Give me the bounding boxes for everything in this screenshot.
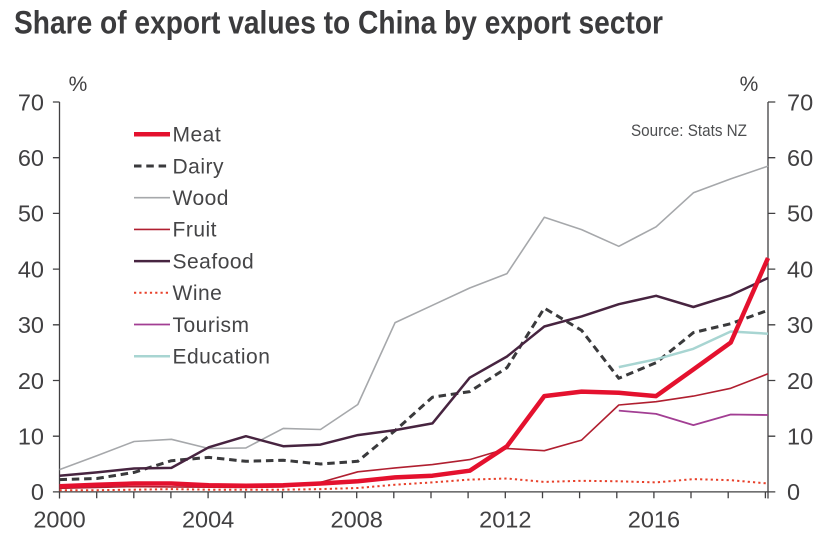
svg-text:2016: 2016: [628, 507, 680, 533]
svg-text:0: 0: [787, 479, 800, 505]
svg-text:Share of export values to Chin: Share of export values to China by expor…: [14, 5, 663, 41]
svg-text:70: 70: [787, 89, 813, 115]
svg-text:10: 10: [18, 424, 44, 450]
svg-text:Meat: Meat: [173, 124, 222, 147]
svg-text:Education: Education: [173, 346, 271, 369]
svg-text:40: 40: [787, 256, 813, 282]
svg-text:50: 50: [787, 201, 813, 227]
svg-text:2012: 2012: [479, 507, 531, 533]
svg-text:2000: 2000: [33, 507, 85, 533]
svg-text:%: %: [740, 73, 759, 96]
svg-text:60: 60: [787, 145, 813, 171]
svg-text:2004: 2004: [182, 507, 234, 533]
svg-text:70: 70: [18, 89, 44, 115]
svg-text:Seafood: Seafood: [173, 250, 255, 273]
svg-text:0: 0: [31, 479, 44, 505]
svg-text:Dairy: Dairy: [173, 155, 225, 178]
svg-text:Fruit: Fruit: [173, 219, 218, 242]
svg-text:50: 50: [18, 201, 44, 227]
svg-text:30: 30: [787, 312, 813, 338]
svg-text:30: 30: [18, 312, 44, 338]
svg-text:10: 10: [787, 424, 813, 450]
svg-text:20: 20: [18, 368, 44, 394]
svg-text:Wine: Wine: [173, 282, 223, 305]
svg-text:%: %: [69, 73, 88, 96]
svg-text:40: 40: [18, 256, 44, 282]
svg-text:60: 60: [18, 145, 44, 171]
svg-text:Wood: Wood: [173, 187, 229, 210]
svg-text:Source: Stats NZ: Source: Stats NZ: [631, 122, 747, 140]
svg-text:2008: 2008: [331, 507, 383, 533]
svg-text:Tourism: Tourism: [173, 314, 250, 337]
svg-text:20: 20: [787, 368, 813, 394]
